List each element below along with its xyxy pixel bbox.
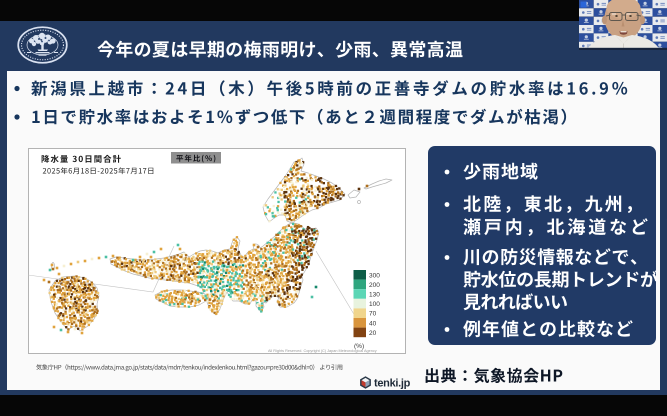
svg-text:130: 130: [369, 292, 380, 299]
svg-text:tenki.jp: tenki.jp: [374, 378, 411, 390]
svg-text:40: 40: [369, 320, 377, 327]
svg-text:300: 300: [369, 272, 380, 279]
svg-text:All Rights Reserved. Copyright: All Rights Reserved. Copyright (C) Japan…: [268, 349, 377, 353]
svg-text:(%): (%): [354, 343, 364, 350]
svg-text:70: 70: [369, 311, 377, 318]
svg-text:20: 20: [369, 330, 377, 337]
svg-text:200: 200: [369, 282, 380, 289]
svg-text:100: 100: [369, 301, 380, 308]
